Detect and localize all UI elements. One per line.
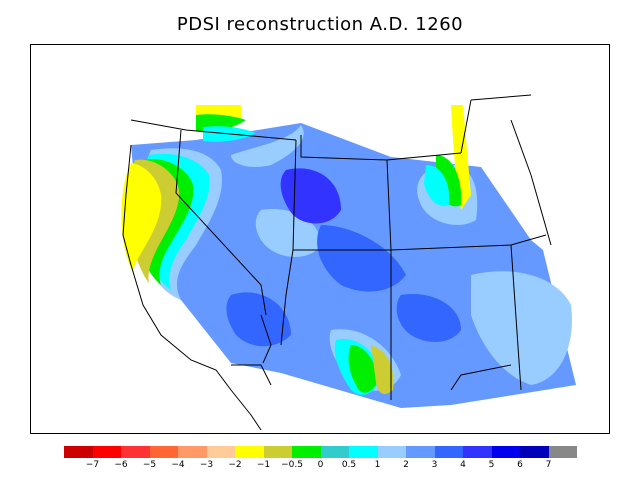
colorbar-label: 4 (460, 460, 466, 470)
colorbar-swatch (206, 446, 235, 458)
colorbar-label: −1 (256, 460, 271, 470)
pdsi-map (121, 94, 576, 431)
colorbar-swatch (548, 446, 577, 458)
colorbar-label: 6 (517, 460, 523, 470)
colorbar-swatch (235, 446, 264, 458)
colorbar-label: −6 (114, 460, 128, 470)
coastline-path (231, 364, 272, 386)
pdsi-patch-yellow (371, 345, 394, 395)
colorbar-swatch (263, 446, 292, 458)
pdsi-patch-blue (317, 225, 406, 292)
pdsi-patch-light-blue (471, 271, 572, 385)
state-border (510, 119, 532, 176)
colorbar-label: −5 (142, 460, 157, 470)
coastline (122, 144, 272, 431)
colorbar-swatch (406, 446, 435, 458)
colorbar-label: −2 (228, 460, 242, 470)
colorbar-label: −0.5 (281, 460, 303, 470)
colorbar-labels: −7 −6 −5 −4 −3 −2 −1 −0.5 0 0.5 1 2 3 4 5 6 7 (64, 460, 577, 474)
colorbar-swatch (463, 446, 492, 458)
colorbar-swatch (491, 446, 520, 458)
pdsi-patch-yellow (121, 163, 162, 273)
colorbar-swatch (377, 446, 406, 458)
pdsi-patch-blue (226, 292, 291, 347)
pdsi-patch-green (348, 345, 379, 393)
pdsi-patch-yellow (451, 105, 471, 210)
pdsi-patch-cyan (424, 165, 450, 206)
colorbar-label: −7 (85, 460, 100, 470)
colorbar-swatch (64, 446, 93, 458)
colorbar-swatch (92, 446, 121, 458)
state-border (450, 364, 512, 391)
colorbar-swatch (292, 446, 321, 458)
colorbar-label: −3 (199, 460, 214, 470)
state-border (300, 135, 388, 161)
colorbar-swatch (320, 446, 349, 458)
map-title: PDSI reconstruction A.D. 1260 (176, 14, 464, 35)
pdsi-patch-blue (396, 294, 461, 342)
state-border (260, 314, 272, 364)
colorbar-label: 3 (431, 460, 438, 470)
state-border (530, 174, 552, 246)
colorbar-label: 1 (374, 460, 381, 470)
pdsi-patch-light-blue (231, 125, 304, 167)
colorbar-swatch (434, 446, 463, 458)
colorbar-label: 0 (317, 460, 324, 470)
state-border (130, 119, 297, 141)
state-border (460, 99, 472, 154)
state-border (293, 234, 547, 251)
colorbar-label: 2 (403, 460, 409, 470)
colorbar (64, 446, 577, 458)
state-border (175, 129, 267, 316)
colorbar-swatch (520, 446, 549, 458)
colorbar-swatch (149, 446, 178, 458)
colorbar-swatch (178, 446, 207, 458)
colorbar-label: 0.5 (341, 460, 357, 470)
coastline-path (122, 144, 262, 431)
state-border (470, 94, 532, 101)
colorbar-label: 7 (545, 460, 552, 470)
colorbar-swatch (349, 446, 378, 458)
colorbar-label: −4 (171, 460, 185, 470)
colorbar-label: 5 (488, 460, 495, 470)
colorbar-swatch (121, 446, 150, 458)
map-panel (30, 44, 610, 434)
state-border (510, 244, 522, 391)
pdsi-patch-deep-blue (280, 168, 341, 224)
state-border (280, 249, 294, 346)
state-borders (130, 94, 552, 400)
